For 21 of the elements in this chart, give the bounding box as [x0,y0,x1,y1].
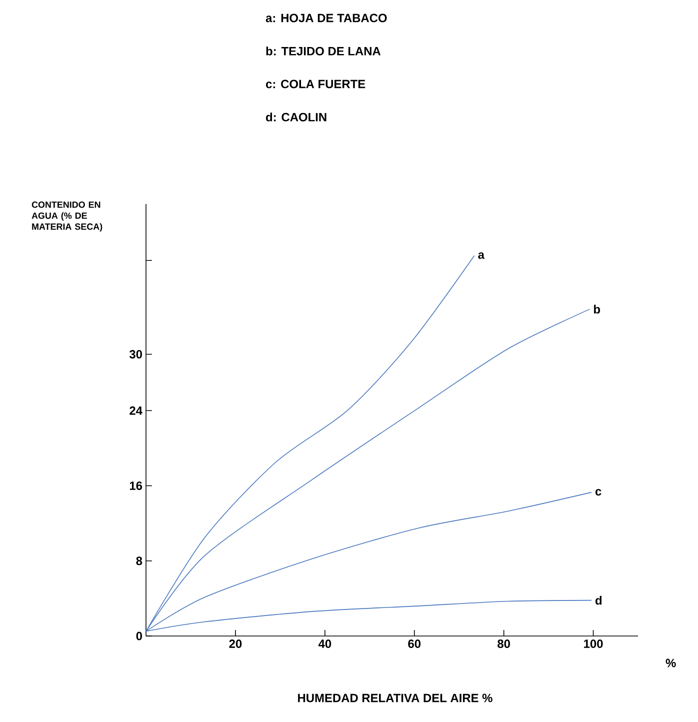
y-tick-label: 16 [130,482,142,490]
y-tick-label: 30 [129,350,142,358]
text: % [666,658,676,668]
series-label: c [595,489,602,496]
x-tick-label: 60 [408,640,421,648]
y-axis-title: CONTENIDO EN AGUA (% DE MATERIA SECA) [32,202,102,232]
x-tick-label: 40 [318,640,332,648]
x-tick-label: 20 [229,640,242,648]
text: c: COLA FUERTE [266,80,366,88]
y-tick-label: 24 [130,406,142,415]
series-label: d [595,596,602,605]
x-tick-label: 80 [498,640,510,648]
text: b: TEJIDO DE LANA [266,46,381,56]
x-tick-label: 100 [584,640,603,648]
series-label: b [594,304,600,314]
series-label: a [478,252,485,259]
text: d: CAOLIN [266,112,326,122]
text: a: HOJA DE TABACO [266,14,387,22]
y-tick-label: 8 [136,556,142,566]
x-axis-title: HUMEDAD RELATIVA DEL AIRE % [298,694,492,702]
y-tick-label: 0 [136,632,142,640]
